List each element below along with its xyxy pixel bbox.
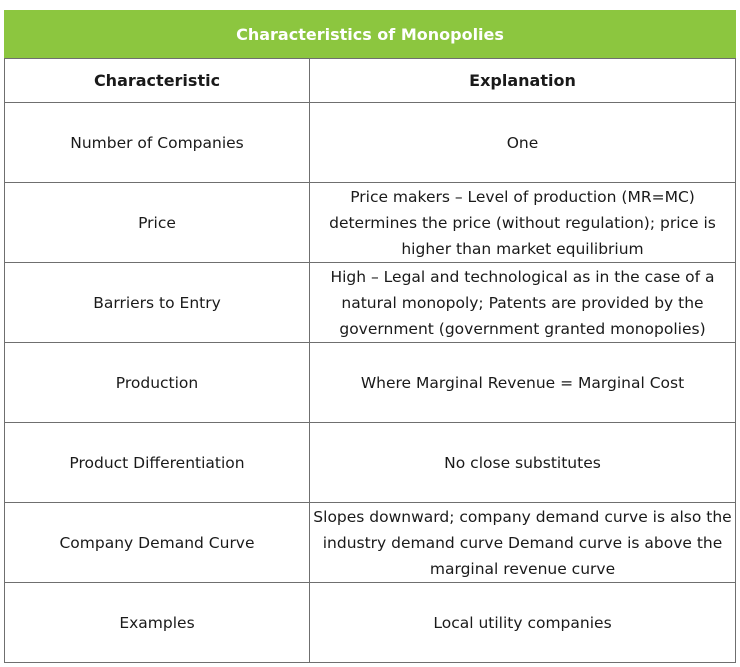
table-row: Price Price makers – Level of production… xyxy=(4,182,737,263)
characteristic-cell: Barriers to Entry xyxy=(4,262,310,343)
explanation-cell: Slopes downward; company demand curve is… xyxy=(308,502,737,583)
explanation-cell: No close substitutes xyxy=(308,422,737,503)
column-header-explanation: Explanation xyxy=(308,58,737,103)
monopolies-table: Characteristics of Monopolies Characteri… xyxy=(3,10,737,663)
table-row: Product Differentiation No close substit… xyxy=(4,422,737,503)
table-row: Company Demand Curve Slopes downward; co… xyxy=(4,502,737,583)
characteristic-cell: Examples xyxy=(4,582,310,663)
table-row: Examples Local utility companies xyxy=(4,582,737,663)
table-title-row: Characteristics of Monopolies xyxy=(3,10,737,59)
explanation-cell: Price makers – Level of production (MR=M… xyxy=(308,182,737,263)
table-row: Number of Companies One xyxy=(4,102,737,183)
explanation-cell: High – Legal and technological as in the… xyxy=(308,262,737,343)
characteristic-cell: Number of Companies xyxy=(4,102,310,183)
column-header-characteristic: Characteristic xyxy=(4,58,310,103)
characteristic-cell: Company Demand Curve xyxy=(4,502,310,583)
explanation-cell: One xyxy=(308,102,737,183)
table-title: Characteristics of Monopolies xyxy=(3,10,737,59)
explanation-cell: Where Marginal Revenue = Marginal Cost xyxy=(308,342,737,423)
characteristic-cell: Price xyxy=(4,182,310,263)
explanation-cell: Local utility companies xyxy=(308,582,737,663)
characteristic-cell: Production xyxy=(4,342,310,423)
characteristic-cell: Product Differentiation xyxy=(4,422,310,503)
table-header-row: Characteristic Explanation xyxy=(4,58,737,103)
table-row: Barriers to Entry High – Legal and techn… xyxy=(4,262,737,343)
table-row: Production Where Marginal Revenue = Marg… xyxy=(4,342,737,423)
